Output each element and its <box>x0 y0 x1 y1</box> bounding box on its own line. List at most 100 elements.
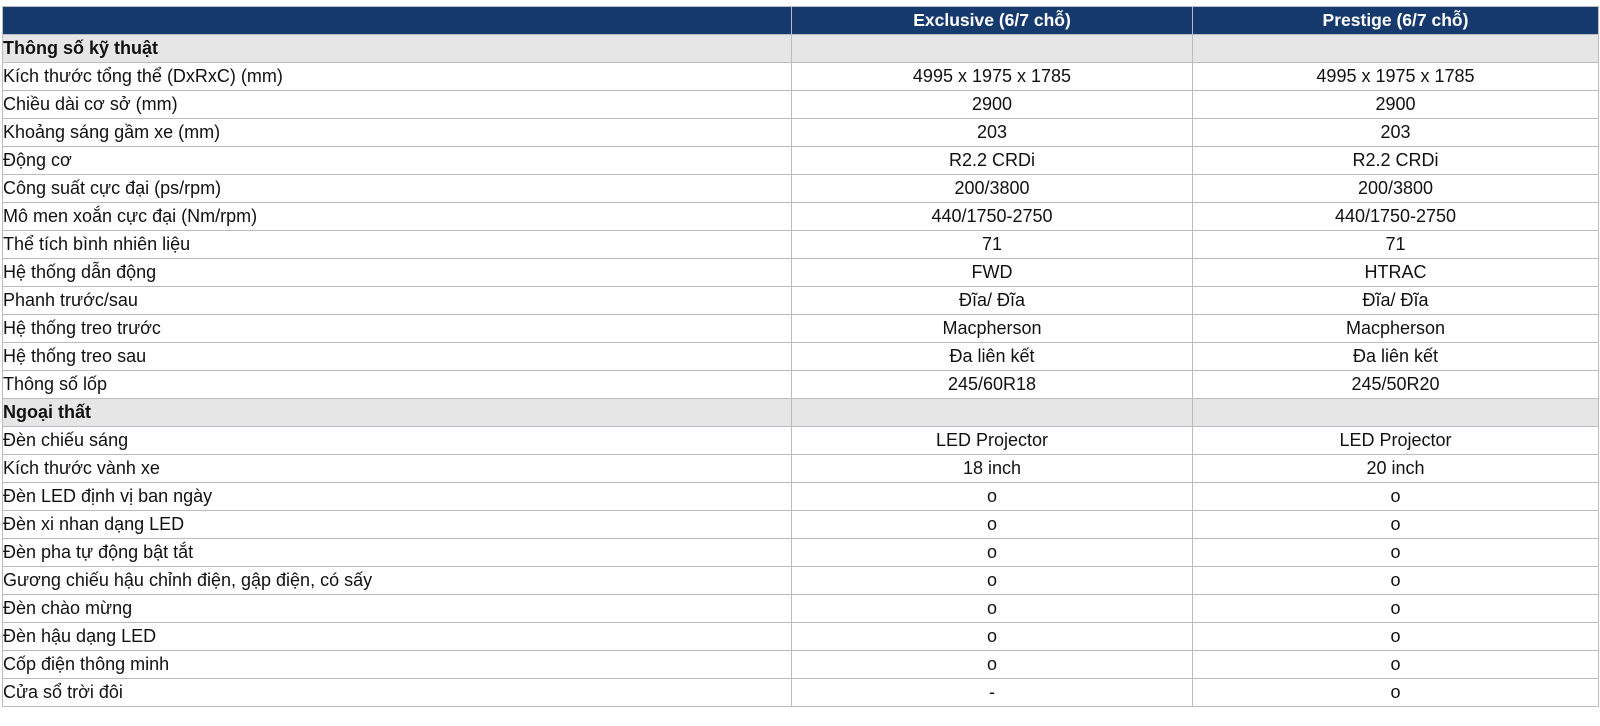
prestige-value: LED Projector <box>1192 426 1599 455</box>
prestige-value: o <box>1192 482 1599 511</box>
prestige-value: 2900 <box>1192 90 1599 119</box>
section-empty-cell <box>1192 398 1599 427</box>
spec-label: Thể tích bình nhiên liệu <box>2 230 792 259</box>
exclusive-value: o <box>791 566 1193 595</box>
section-empty-cell <box>791 34 1193 63</box>
header-prestige: Prestige (6/7 chỗ) <box>1192 6 1599 35</box>
exclusive-value: 440/1750-2750 <box>791 202 1193 231</box>
exclusive-value: 4995 x 1975 x 1785 <box>791 62 1193 91</box>
table-row: Đèn chào mừng o o <box>2 594 1599 623</box>
table-row: Đèn LED định vị ban ngày o o <box>2 482 1599 511</box>
prestige-value: o <box>1192 678 1599 707</box>
exclusive-value: o <box>791 538 1193 567</box>
exclusive-value: o <box>791 622 1193 651</box>
prestige-value: R2.2 CRDi <box>1192 146 1599 175</box>
header-exclusive: Exclusive (6/7 chỗ) <box>791 6 1193 35</box>
prestige-value: 245/50R20 <box>1192 370 1599 399</box>
table-row: Chiều dài cơ sở (mm) 2900 2900 <box>2 90 1599 119</box>
section-title: Ngoại thất <box>2 398 792 427</box>
table-row: Kích thước vành xe 18 inch 20 inch <box>2 454 1599 483</box>
spec-table: Exclusive (6/7 chỗ) Prestige (6/7 chỗ) T… <box>2 6 1599 707</box>
table-row: Hệ thống treo sau Đa liên kết Đa liên kết <box>2 342 1599 371</box>
exclusive-value: R2.2 CRDi <box>791 146 1193 175</box>
exclusive-value: o <box>791 594 1193 623</box>
prestige-value: o <box>1192 566 1599 595</box>
spec-label: Kích thước vành xe <box>2 454 792 483</box>
exclusive-value: 203 <box>791 118 1193 147</box>
exclusive-value: LED Projector <box>791 426 1193 455</box>
spec-label: Chiều dài cơ sở (mm) <box>2 90 792 119</box>
prestige-value: Đa liên kết <box>1192 342 1599 371</box>
exclusive-value: o <box>791 482 1193 511</box>
prestige-value: o <box>1192 594 1599 623</box>
spec-label: Cốp điện thông minh <box>2 650 792 679</box>
exclusive-value: Đa liên kết <box>791 342 1193 371</box>
table-row: Hệ thống treo trước Macpherson Macpherson <box>2 314 1599 343</box>
spec-label: Phanh trước/sau <box>2 286 792 315</box>
exclusive-value: o <box>791 650 1193 679</box>
table-row: Đèn chiếu sáng LED Projector LED Projector <box>2 426 1599 455</box>
prestige-value: o <box>1192 538 1599 567</box>
table-row: Động cơ R2.2 CRDi R2.2 CRDi <box>2 146 1599 175</box>
exclusive-value: - <box>791 678 1193 707</box>
spec-label: Hệ thống dẫn động <box>2 258 792 287</box>
exclusive-value: 245/60R18 <box>791 370 1193 399</box>
table-row: Công suất cực đại (ps/rpm) 200/3800 200/38… <box>2 174 1599 203</box>
table-row: Thể tích bình nhiên liệu 71 71 <box>2 230 1599 259</box>
section-header-row: Ngoại thất <box>2 398 1599 427</box>
prestige-value: HTRAC <box>1192 258 1599 287</box>
spec-label: Đèn hậu dạng LED <box>2 622 792 651</box>
table-row: Cửa sổ trời đôi - o <box>2 678 1599 707</box>
prestige-value: 203 <box>1192 118 1599 147</box>
spec-label: Động cơ <box>2 146 792 175</box>
spec-label: Hệ thống treo trước <box>2 314 792 343</box>
table-row: Hệ thống dẫn động FWD HTRAC <box>2 258 1599 287</box>
table-row: Đèn hậu dạng LED o o <box>2 622 1599 651</box>
exclusive-value: Đĩa/ Đĩa <box>791 286 1193 315</box>
prestige-value: 71 <box>1192 230 1599 259</box>
exclusive-value: 71 <box>791 230 1193 259</box>
exclusive-value: o <box>791 510 1193 539</box>
spec-label: Hệ thống treo sau <box>2 342 792 371</box>
spec-label: Gương chiếu hậu chỉnh điện, gập điện, có… <box>2 566 792 595</box>
prestige-value: o <box>1192 510 1599 539</box>
section-empty-cell <box>1192 34 1599 63</box>
spec-label: Đèn LED định vị ban ngày <box>2 482 792 511</box>
spec-label: Đèn chào mừng <box>2 594 792 623</box>
spec-label: Công suất cực đại (ps/rpm) <box>2 174 792 203</box>
table-row: Cốp điện thông minh o o <box>2 650 1599 679</box>
table-row: Đèn pha tự động bật tắt o o <box>2 538 1599 567</box>
prestige-value: 200/3800 <box>1192 174 1599 203</box>
prestige-value: o <box>1192 622 1599 651</box>
spec-label: Mô men xoắn cực đại (Nm/rpm) <box>2 202 792 231</box>
prestige-value: 20 inch <box>1192 454 1599 483</box>
table-row: Khoảng sáng gầm xe (mm) 203 203 <box>2 118 1599 147</box>
spec-label: Thông số lốp <box>2 370 792 399</box>
spec-label: Kích thước tổng thể (DxRxC) (mm) <box>2 62 792 91</box>
table-body: Thông số kỹ thuật Kích thước tổng thể (Dx… <box>2 34 1599 707</box>
spec-label: Đèn xi nhan dạng LED <box>2 510 792 539</box>
exclusive-value: 200/3800 <box>791 174 1193 203</box>
spec-label: Đèn chiếu sáng <box>2 426 792 455</box>
table-row: Đèn xi nhan dạng LED o o <box>2 510 1599 539</box>
section-title: Thông số kỹ thuật <box>2 34 792 63</box>
prestige-value: o <box>1192 650 1599 679</box>
header-empty-cell <box>2 6 792 35</box>
section-header-row: Thông số kỹ thuật <box>2 34 1599 63</box>
header-row: Exclusive (6/7 chỗ) Prestige (6/7 chỗ) <box>2 6 1599 35</box>
spec-label: Khoảng sáng gầm xe (mm) <box>2 118 792 147</box>
table-header: Exclusive (6/7 chỗ) Prestige (6/7 chỗ) <box>2 6 1599 35</box>
spec-label: Đèn pha tự động bật tắt <box>2 538 792 567</box>
exclusive-value: FWD <box>791 258 1193 287</box>
prestige-value: Macpherson <box>1192 314 1599 343</box>
exclusive-value: Macpherson <box>791 314 1193 343</box>
spec-label: Cửa sổ trời đôi <box>2 678 792 707</box>
prestige-value: Đĩa/ Đĩa <box>1192 286 1599 315</box>
table-row: Kích thước tổng thể (DxRxC) (mm) 4995 x 1… <box>2 62 1599 91</box>
prestige-value: 4995 x 1975 x 1785 <box>1192 62 1599 91</box>
prestige-value: 440/1750-2750 <box>1192 202 1599 231</box>
section-empty-cell <box>791 398 1193 427</box>
table-row: Thông số lốp 245/60R18 245/50R20 <box>2 370 1599 399</box>
exclusive-value: 2900 <box>791 90 1193 119</box>
exclusive-value: 18 inch <box>791 454 1193 483</box>
